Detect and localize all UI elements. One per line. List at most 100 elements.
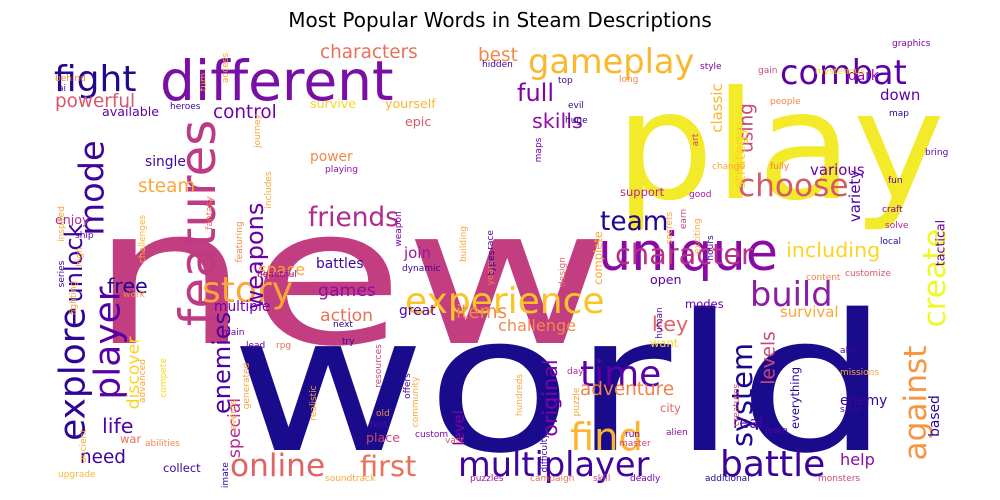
word-including: including [786, 238, 880, 262]
word-survive: survive [310, 96, 356, 111]
word-full: full [517, 79, 554, 107]
word-player: player [88, 286, 129, 399]
word-evil: evil [568, 101, 584, 111]
word-change: change [712, 162, 746, 172]
word-building: building [459, 226, 469, 262]
word-weapons: weapons [241, 203, 269, 310]
word-strategy: strategy [731, 127, 749, 189]
word-run: run [625, 430, 640, 440]
word-world: world [230, 274, 890, 488]
word-based: based [927, 395, 943, 437]
word-exciting: exciting [693, 218, 703, 253]
word-enemy: enemy [840, 393, 887, 409]
word-craft: craft [882, 205, 903, 215]
word-battle: battle [720, 444, 825, 485]
word-multiple: multiple [214, 299, 270, 315]
word-need: need [80, 447, 126, 468]
word-missions: missions [840, 368, 879, 378]
word-first: first [360, 449, 416, 483]
word-explore: explore [53, 307, 94, 441]
word-choose: choose [738, 168, 849, 204]
word-test: test [370, 420, 388, 430]
word-epic: epic [405, 114, 431, 129]
word-support: support [620, 185, 665, 199]
word-includes: includes [264, 171, 274, 209]
word-best: best [478, 45, 518, 66]
word-additional: additional [705, 474, 750, 484]
word-upgrade: upgrade [58, 470, 96, 480]
word-art: art [691, 133, 701, 146]
word-turn: turn [199, 73, 209, 91]
word-customize: customize [845, 269, 891, 279]
word-enemies: enemies [208, 312, 236, 414]
word-puzzle: puzzle [572, 387, 582, 416]
word-vast: vast [445, 436, 465, 446]
word-characters: characters [320, 42, 418, 63]
word-real: real [733, 413, 764, 432]
word-join: join [403, 244, 431, 262]
word-types: types [487, 250, 497, 275]
word-years: years [486, 260, 496, 285]
word-design: design [558, 257, 568, 287]
word-city: city [660, 401, 681, 415]
word-space: space [258, 260, 305, 279]
word-advanced: advanced [138, 359, 148, 403]
word-available: available [102, 104, 159, 119]
word-creatures: creatures [732, 383, 742, 426]
word-war: war [120, 432, 141, 446]
word-difficulty: difficulty [540, 433, 550, 473]
word-ultimate: ultimate [221, 462, 231, 488]
word-skills: skills [532, 109, 583, 133]
word-beautiful: beautiful [257, 270, 297, 280]
word-key: key [652, 312, 688, 336]
word-able: able [840, 346, 860, 356]
word-fun: fun [888, 176, 903, 186]
word-unlock: unlock [60, 223, 88, 302]
word-ship: ship [75, 231, 94, 241]
word-story: story [202, 270, 293, 311]
word-people: people [770, 97, 801, 107]
word-community: community [411, 376, 421, 427]
word-events: events [229, 400, 239, 431]
word-yourself: yourself [385, 96, 436, 111]
word-challenge: challenge [498, 316, 576, 335]
word-main: main [222, 328, 245, 338]
word-deadly: deadly [630, 474, 661, 484]
word-huge: huge [565, 116, 588, 126]
word-action: action [320, 306, 373, 326]
word-unique: unique [598, 222, 778, 283]
word-gameplay: gameplay [528, 42, 694, 81]
word-gain: gain [758, 66, 777, 76]
word-great: great [399, 303, 436, 319]
word-want: want [650, 336, 679, 350]
word-old: old [376, 409, 390, 419]
word-weapon: weapon [394, 211, 404, 246]
word-place: place [366, 430, 400, 445]
word-new: new [90, 167, 610, 388]
word-help: help [840, 450, 875, 469]
word-master: master [619, 439, 651, 449]
word-monsters: monsters [818, 474, 860, 484]
word-experience: experience [405, 281, 605, 322]
word-online: online [230, 448, 325, 484]
word-original: original [538, 359, 562, 436]
word-enjoy: enjoy [55, 212, 90, 227]
word-map: map [889, 109, 909, 119]
word-lead: lead [246, 341, 265, 351]
word-powerful: powerful [55, 91, 135, 112]
word-compete: compete [159, 358, 169, 398]
word-multiplayer: multiplayer [458, 445, 650, 484]
word-challenges: challenges [138, 215, 148, 264]
word-maps: maps [534, 137, 544, 162]
word-tactical: tactical [933, 220, 948, 266]
word-classic: classic [708, 83, 726, 132]
word-abilities: abilities [145, 439, 180, 449]
word-mode: mode [73, 140, 112, 235]
word-content: content [806, 273, 841, 283]
word-battles: battles [316, 256, 364, 272]
word-hours: hours [706, 235, 716, 261]
word-learn: learn [765, 426, 788, 436]
word-high: high [75, 247, 85, 267]
word-offers: offers [403, 373, 413, 399]
word-inspired: inspired [57, 206, 67, 242]
